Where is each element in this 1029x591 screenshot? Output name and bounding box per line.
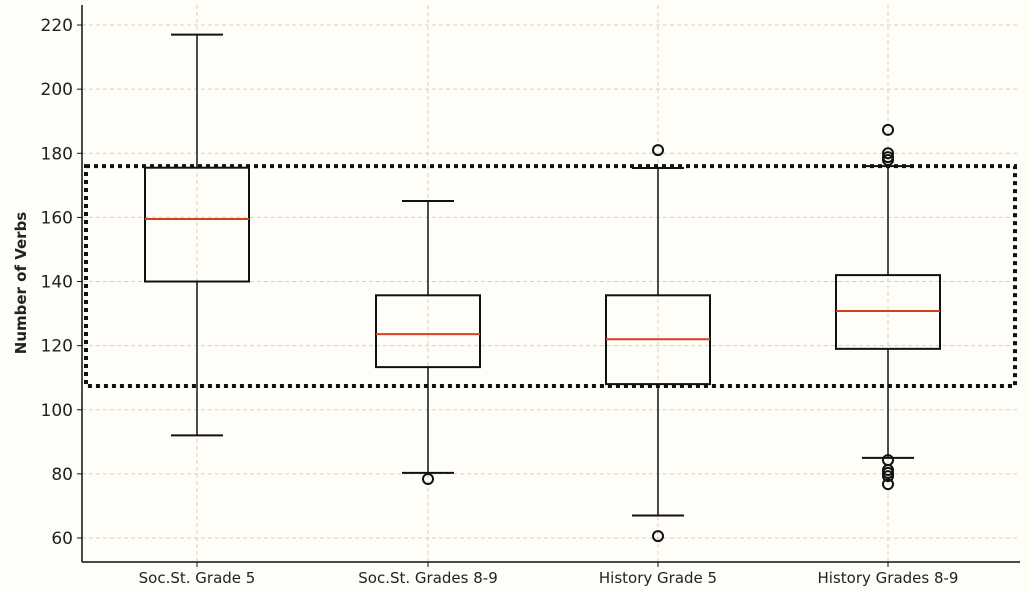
grid-lines [82, 5, 1020, 562]
iqr-box [375, 294, 481, 369]
boxes [144, 33, 941, 543]
x-tick-label: Soc.St. Grades 8-9 [358, 569, 497, 587]
outlier-point [882, 478, 894, 491]
y-tick-label: 60 [51, 529, 73, 549]
x-tick-label: Soc.St. Grade 5 [139, 569, 256, 587]
y-tick-label: 220 [41, 16, 73, 36]
x-tick-label: History Grades 8-9 [818, 569, 959, 587]
box-0 [144, 33, 250, 437]
iqr-box [144, 166, 250, 283]
y-tick-label: 100 [41, 401, 73, 421]
y-axis-ticks: 60 80 100 120 140 160 180 200 220 [41, 16, 82, 549]
box-1 [375, 200, 481, 486]
y-tick-label: 180 [41, 144, 73, 164]
y-tick-label: 140 [41, 273, 73, 293]
highlight-region [84, 164, 1017, 389]
outlier-point [882, 470, 894, 483]
y-tick-label: 200 [41, 80, 73, 100]
x-axis-ticks: Soc.St. Grade 5 Soc.St. Grades 8-9 History… [139, 562, 959, 587]
outlier-point [652, 144, 664, 157]
y-tick-label: 120 [41, 337, 73, 357]
x-tick-label: History Grade 5 [599, 569, 717, 587]
outlier-point [652, 530, 664, 543]
outlier-point [422, 473, 434, 486]
y-tick-label: 160 [41, 208, 73, 228]
y-tick-label: 80 [51, 465, 73, 485]
y-axis-label: Number of Verbs [12, 212, 30, 355]
outlier-point [882, 123, 894, 136]
outlier-point [882, 147, 894, 160]
